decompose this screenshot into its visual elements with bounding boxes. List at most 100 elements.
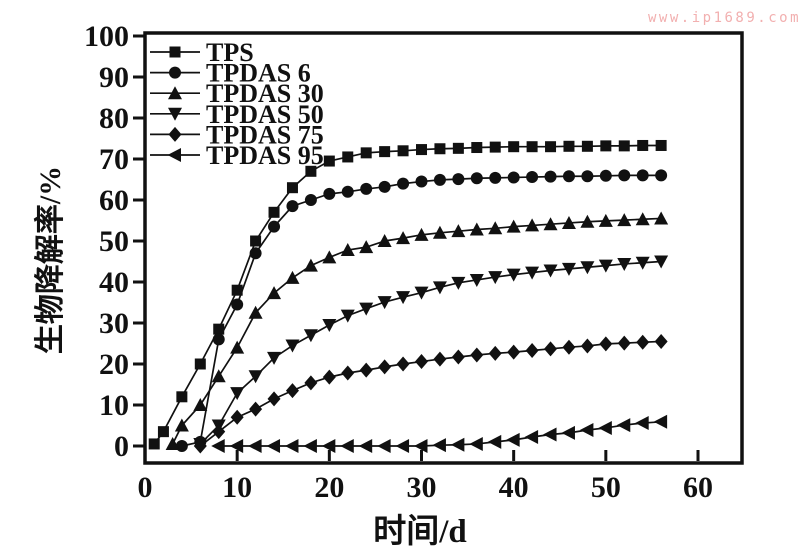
triangle-left-marker [303, 439, 317, 453]
square-marker [618, 140, 630, 152]
triangle-down-marker [525, 266, 540, 280]
square-marker [268, 206, 280, 218]
x-tick-label: 20 [314, 471, 344, 504]
triangle-up-marker [359, 240, 374, 254]
y-tick-label: 40 [99, 266, 129, 299]
y-tick-label: 80 [99, 102, 129, 135]
plot-border [143, 31, 744, 465]
triangle-left-marker [506, 432, 520, 447]
triangle-left-marker [414, 439, 428, 453]
triangle-down-marker [267, 351, 282, 365]
triangle-up-marker [654, 211, 669, 225]
circle-marker [470, 172, 483, 185]
x-tick-label: 60 [683, 471, 713, 504]
square-marker [342, 151, 354, 163]
triangle-down-marker [580, 261, 595, 275]
circle-marker [618, 169, 631, 182]
diamond-marker [230, 409, 244, 425]
square-marker [471, 142, 483, 154]
x-tick-label: 30 [407, 471, 437, 504]
square-marker [452, 142, 464, 154]
triangle-down-marker [377, 296, 392, 310]
triangle-up-marker [396, 231, 411, 245]
triangle-left-marker [284, 439, 299, 453]
diamond-marker [488, 345, 502, 361]
square-marker [489, 141, 501, 153]
square-marker [323, 155, 335, 167]
triangle-up-marker [174, 418, 189, 432]
x-tick-label: 0 [138, 471, 153, 504]
triangle-left-marker [579, 423, 594, 438]
circle-marker [212, 333, 225, 346]
triangle-left-marker [377, 439, 391, 453]
triangle-left-marker [167, 148, 181, 162]
x-axis-title: 时间/d [373, 514, 467, 550]
triangle-up-marker [598, 213, 613, 227]
legend-label: TPDAS 75 [206, 120, 324, 149]
square-marker [286, 182, 298, 194]
triangle-left-marker [358, 439, 373, 453]
circle-marker [599, 169, 612, 182]
square-marker [563, 140, 575, 152]
circle-marker [304, 194, 317, 206]
circle-marker [433, 173, 446, 186]
diamond-marker [341, 365, 355, 381]
series-tps [148, 139, 667, 450]
diamond-marker [654, 333, 668, 349]
y-tick-label: 20 [99, 348, 129, 381]
circle-marker [249, 247, 262, 260]
square-marker [397, 145, 409, 157]
circle-marker [323, 187, 336, 200]
triangle-up-marker [230, 340, 245, 354]
series-line-tpdas-30 [171, 217, 662, 445]
triangle-left-marker [248, 439, 262, 453]
diamond-marker [507, 344, 521, 360]
triangle-down-marker [598, 259, 613, 273]
triangle-left-marker [229, 439, 244, 453]
circle-marker [169, 66, 181, 79]
diamond-marker [396, 356, 410, 372]
triangle-down-marker [506, 268, 521, 282]
triangle-down-marker [285, 339, 300, 353]
triangle-up-marker [469, 222, 484, 236]
square-marker [508, 141, 520, 153]
square-marker [526, 141, 538, 153]
y-axis: 0 10 20 30 40 50 60 70 80 90 100 [84, 20, 144, 463]
diamond-marker [322, 369, 336, 385]
circle-marker [360, 182, 373, 195]
circle-marker [452, 173, 465, 186]
circle-marker [526, 171, 539, 184]
triangle-up-marker [267, 286, 282, 300]
square-marker [379, 146, 391, 158]
y-tick-label: 100 [84, 20, 129, 53]
triangle-up-marker [303, 258, 318, 272]
square-marker [231, 284, 243, 296]
circle-marker [489, 171, 502, 184]
circle-marker [415, 175, 428, 188]
triangle-down-marker [432, 281, 447, 295]
triangle-up-marker [635, 212, 650, 226]
diamond-marker [636, 334, 650, 350]
triangle-left-marker [321, 439, 336, 453]
diamond-marker [285, 383, 299, 399]
triangle-down-marker [451, 276, 466, 290]
triangle-left-marker [635, 416, 649, 431]
circle-marker [286, 200, 299, 213]
triangle-up-marker [506, 219, 521, 233]
triangle-down-marker [469, 273, 484, 287]
x-tick-label: 40 [499, 471, 529, 504]
triangle-left-marker [432, 438, 446, 453]
y-tick-label: 10 [99, 389, 129, 422]
y-tick-label: 50 [99, 225, 129, 258]
legend-item-tpdas-75: TPDAS 75 [150, 120, 324, 149]
triangle-left-marker [543, 427, 557, 442]
square-marker [434, 143, 446, 155]
triangle-up-marker [488, 221, 503, 235]
diamond-marker [470, 347, 484, 363]
square-marker [213, 323, 225, 335]
triangle-down-marker [488, 271, 503, 285]
circle-marker [655, 169, 668, 182]
circle-marker [562, 170, 575, 183]
